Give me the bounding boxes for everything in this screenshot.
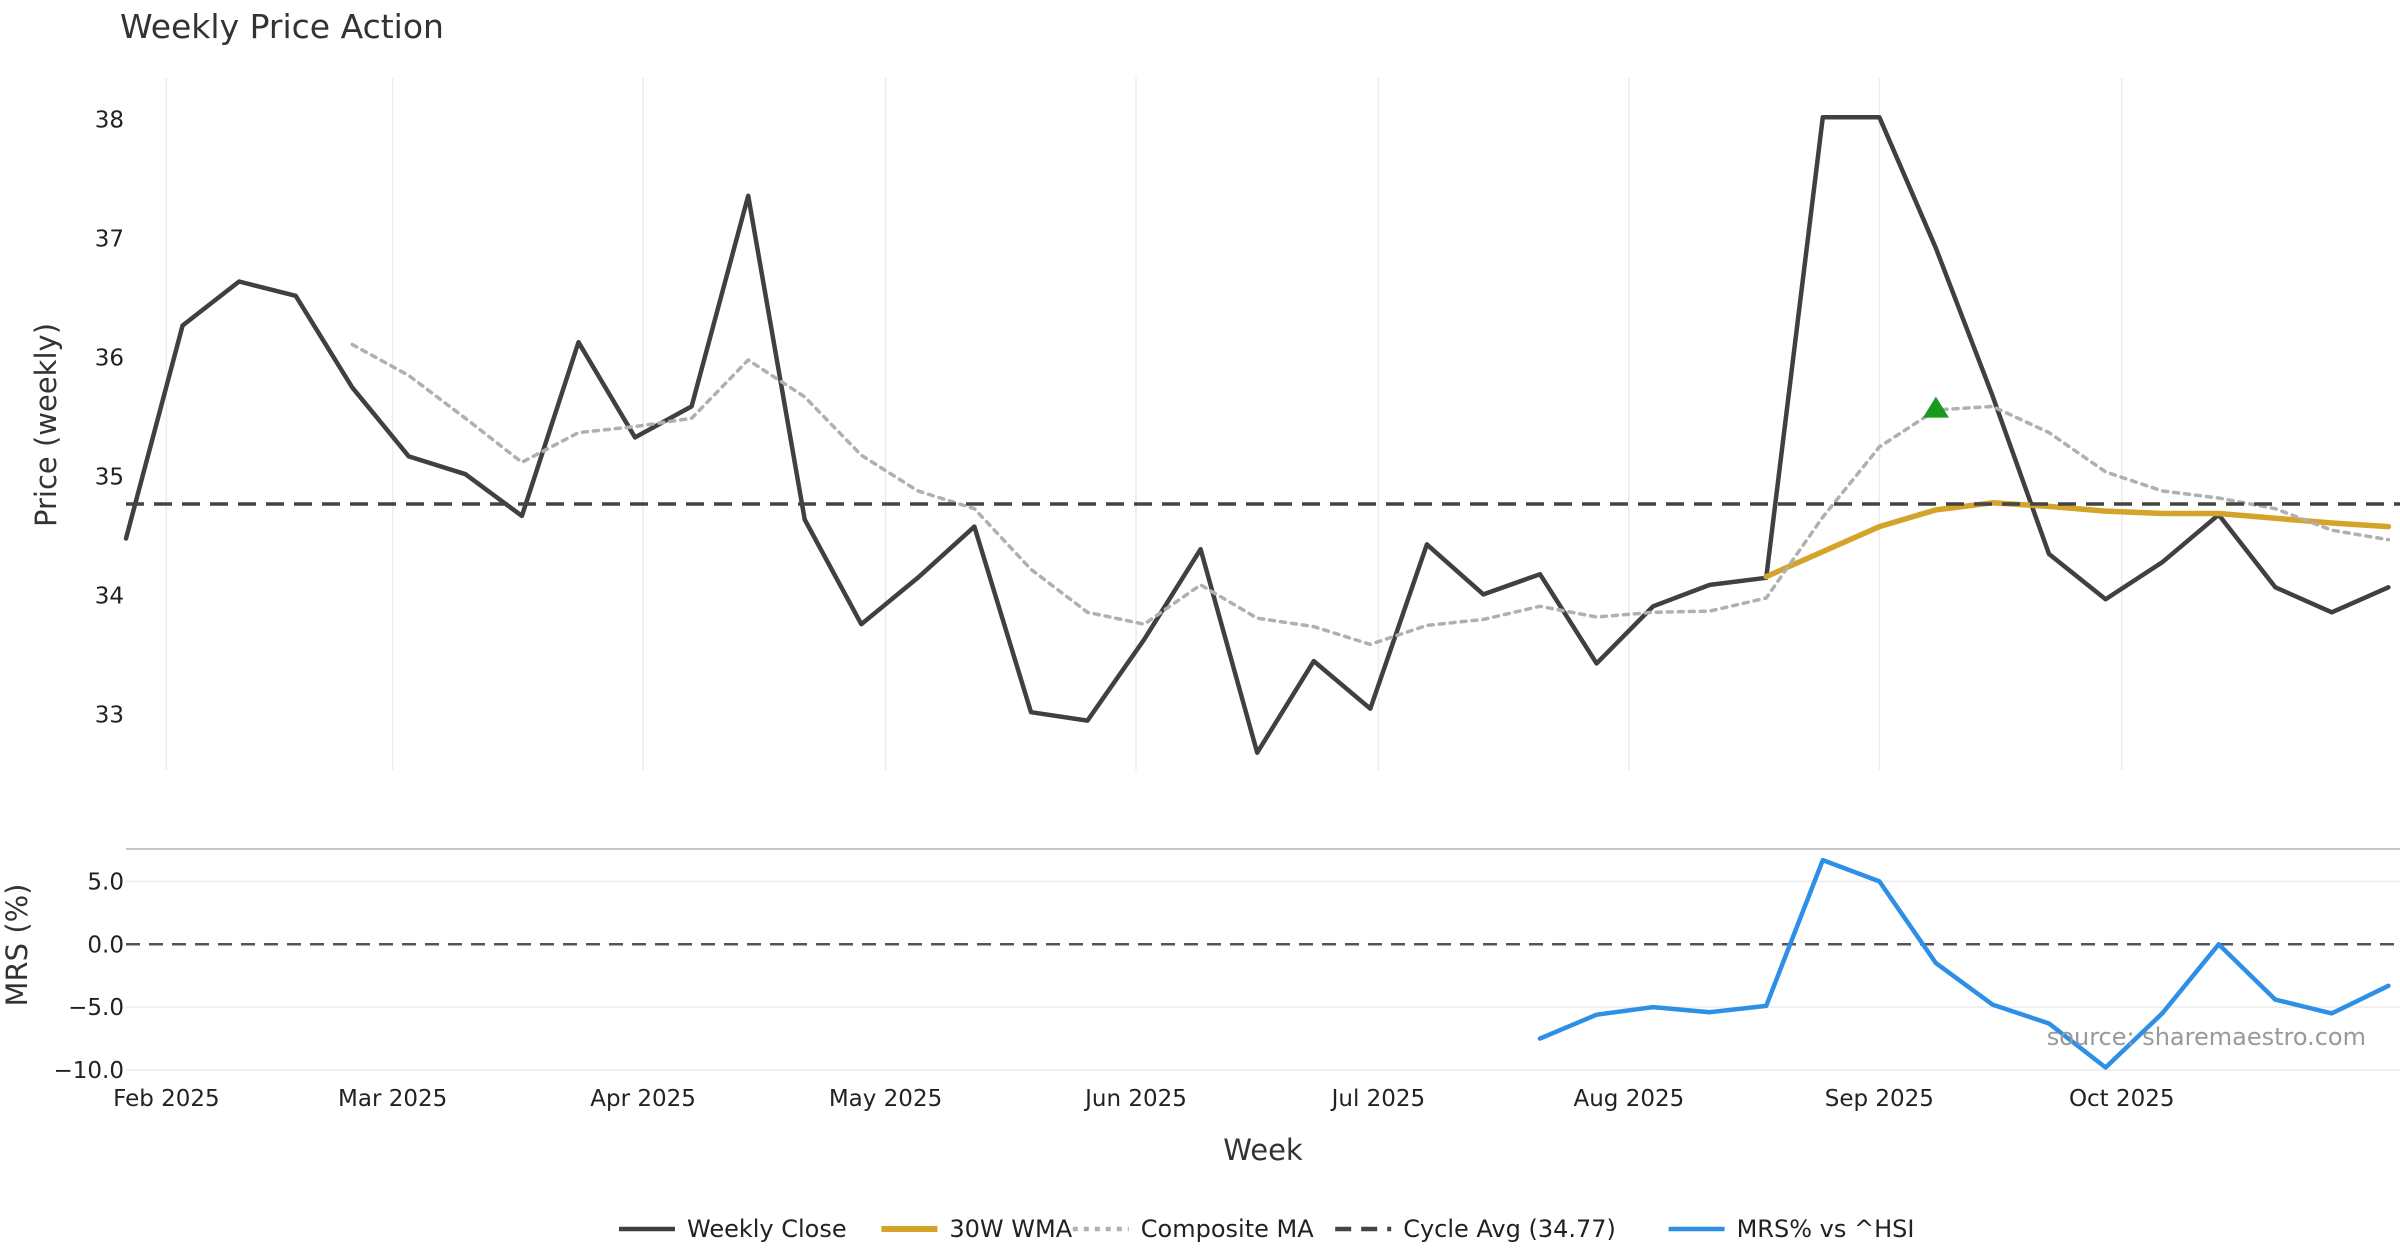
price-marker: [1923, 397, 1949, 418]
mrs-y-ticks: 5.0 0.0 −5.0 −10.0: [54, 869, 124, 1084]
legend-label: MRS% vs ^HSI: [1737, 1215, 1915, 1243]
legend-item: 30W WMA: [881, 1215, 1072, 1243]
price-grid: [166, 78, 2121, 770]
x-ticks: Feb 2025 Mar 2025 Apr 2025 May 2025 Jun 2025…: [113, 1086, 2174, 1112]
price-y-ticks: 33 34 35 36 37 38: [95, 108, 124, 729]
mrs-y-axis-title: MRS (%): [0, 884, 34, 1007]
signal-triangle-marker: [1923, 397, 1949, 418]
price-y-tick-label: 34: [95, 584, 124, 610]
price-y-tick-label: 35: [95, 465, 124, 491]
x-tick-label: Oct 2025: [2069, 1086, 2175, 1112]
legend-item: Cycle Avg (34.77): [1335, 1215, 1616, 1243]
x-tick-label: Sep 2025: [1825, 1086, 1934, 1112]
mrs-y-tick-label: −10.0: [54, 1058, 124, 1084]
mrs-y-tick-label: 0.0: [87, 932, 124, 958]
legend-item: MRS% vs ^HSI: [1669, 1215, 1915, 1243]
legend-label: 30W WMA: [949, 1215, 1072, 1243]
x-tick-label: Aug 2025: [1573, 1086, 1684, 1112]
mrs-y-tick-label: −5.0: [68, 995, 124, 1021]
x-tick-label: May 2025: [829, 1086, 942, 1112]
x-tick-label: Jun 2025: [1083, 1086, 1187, 1112]
price-y-tick-label: 37: [95, 227, 124, 253]
price-series: [126, 117, 2400, 752]
x-tick-label: Mar 2025: [338, 1086, 447, 1112]
price-y-axis-title: Price (weekly): [29, 323, 63, 527]
price-y-tick-label: 36: [95, 346, 124, 372]
x-tick-label: Feb 2025: [113, 1086, 220, 1112]
legend-item: Composite MA: [1073, 1215, 1314, 1243]
series-line-weekly-close: [126, 117, 2388, 752]
legend-item: Weekly Close: [619, 1215, 847, 1243]
mrs-y-tick-label: 5.0: [87, 869, 124, 895]
legend-label: Weekly Close: [687, 1215, 847, 1243]
price-y-tick-label: 33: [95, 703, 124, 729]
series-line-30w-wma: [1766, 503, 2388, 577]
price-y-tick-label: 38: [95, 108, 124, 134]
legend-label: Composite MA: [1141, 1215, 1314, 1243]
x-tick-label: Jul 2025: [1330, 1086, 1426, 1112]
legend-label: Cycle Avg (34.77): [1403, 1215, 1616, 1243]
legend: Weekly Close 30W WMA Composite MA Cycle Avg…: [619, 1215, 1914, 1243]
series-line-composite-ma: [352, 345, 2388, 645]
chart-title: Weekly Price Action: [120, 7, 444, 46]
x-tick-label: Apr 2025: [590, 1086, 696, 1112]
source-annotation: source: sharemaestro.com: [2047, 1023, 2366, 1051]
x-axis-title: Week: [1223, 1133, 1303, 1167]
